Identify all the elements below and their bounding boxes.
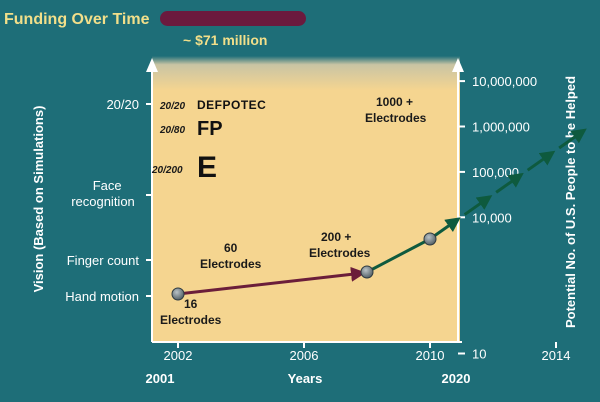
series-group	[171, 128, 587, 301]
series-2-segment	[526, 150, 556, 172]
annotation-label: 60 Electrodes	[200, 241, 262, 271]
right-tick-label: 1,000,000	[472, 120, 530, 135]
x-ticks: 20022006201020142018	[164, 342, 571, 363]
eye-acuity-label: 20/20	[159, 101, 185, 112]
annotation-line: Electrodes	[160, 313, 222, 327]
annotation-line: 60	[224, 241, 238, 255]
annotation-line: Electrodes	[365, 111, 427, 125]
annotation-line: 16	[184, 297, 198, 311]
eye-letters: FP	[197, 118, 223, 140]
annotation-label: 200 + Electrodes	[309, 230, 371, 260]
left-tick-label-line: Face	[93, 178, 122, 193]
right-tick-label: 10,000,000	[472, 74, 537, 89]
node-200-point	[423, 232, 437, 246]
x-tick-label: 2014	[542, 348, 571, 363]
annotation-line: Electrodes	[309, 246, 371, 260]
x-range-start: 2001	[146, 371, 175, 386]
node-60-point	[360, 265, 374, 279]
annotation-line: 1000 +	[376, 95, 413, 109]
left-tick-label-line: recognition	[71, 194, 135, 209]
x-range-end: 2020	[442, 371, 471, 386]
funding-bar	[160, 11, 306, 26]
annotation-line: Electrodes	[200, 257, 262, 271]
left-tick-label: Face recognition	[71, 178, 135, 209]
series-1-line	[177, 266, 366, 296]
eye-acuity-label: 20/200	[151, 165, 183, 176]
y-left-title: Vision (Based on Simulations)	[31, 106, 46, 293]
series-2-segment	[558, 128, 587, 150]
annotation-label: 16 Electrodes	[160, 297, 222, 327]
annotation-line: 200 +	[321, 230, 351, 244]
right-tick-label: 100,000	[472, 165, 519, 180]
left-tick-label: 20/20	[106, 97, 139, 112]
x-tick-label: 2010	[416, 348, 445, 363]
right-tick-label: 10	[472, 347, 486, 362]
right-ticks: 10,000,000 1,000,000 100,000 10,000 10	[458, 74, 537, 362]
plot-area	[152, 56, 460, 343]
node-16-point	[171, 287, 185, 301]
y-right-title: Potential No. of U.S. People to be Helpe…	[563, 76, 578, 328]
series-2-segment	[463, 195, 493, 216]
eye-acuity-label: 20/80	[159, 125, 185, 136]
left-axis-arrow	[146, 58, 158, 72]
series-2-segment	[495, 172, 524, 194]
eye-letters: DEFPOTEC	[197, 98, 266, 112]
x-tick-label: 2002	[164, 348, 193, 363]
right-tick-label: 10,000	[472, 210, 512, 225]
annotation-label: 1000 + Electrodes	[365, 95, 427, 125]
series-2-segment	[432, 217, 461, 239]
funding-title: Funding Over Time	[4, 11, 150, 28]
x-tick-label: 2006	[290, 348, 319, 363]
series-2-line	[366, 237, 431, 274]
eye-letters: E	[197, 151, 217, 184]
funding-amount: ~ $71 million	[183, 32, 267, 48]
x-axis-title: Years	[288, 371, 323, 386]
left-tick-label: Finger count	[67, 253, 140, 268]
left-tick-label: Hand motion	[65, 289, 139, 304]
right-axis-arrow	[452, 58, 464, 72]
